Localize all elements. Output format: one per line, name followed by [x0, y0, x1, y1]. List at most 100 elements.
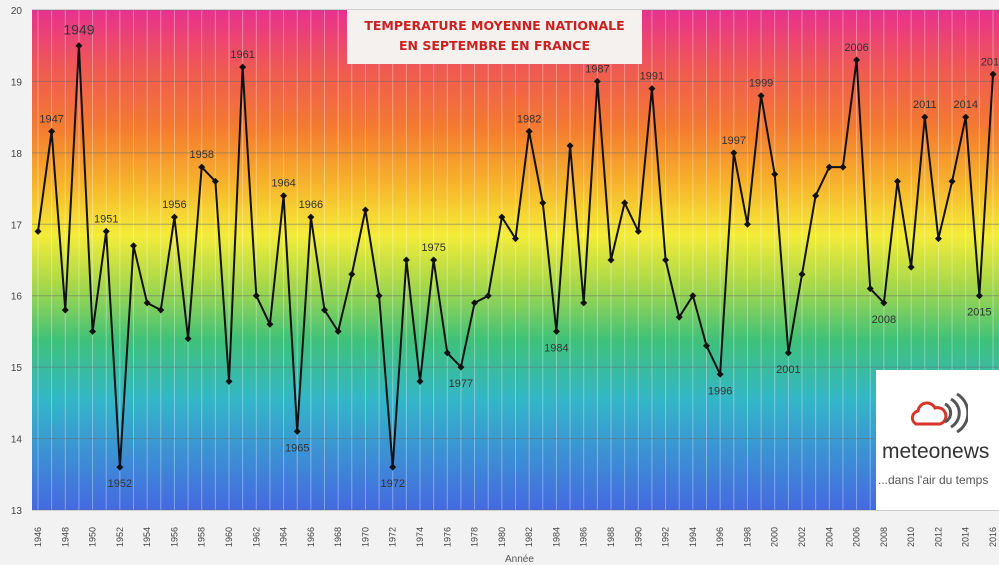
data-point: [716, 370, 724, 378]
horizontal-gridlines: [32, 9, 999, 511]
chart-title: TEMPERATURE MOYENNE NATIONALE EN SEPTEMB…: [347, 10, 642, 64]
x-tick-label: 1978: [470, 527, 480, 547]
year-annotation: 1947: [39, 113, 63, 125]
data-point: [130, 242, 137, 250]
data-point: [266, 320, 274, 328]
data-point: [525, 127, 533, 135]
year-annotation: 1977: [449, 378, 473, 390]
data-point: [334, 327, 342, 335]
year-annotation: 1975: [421, 242, 445, 254]
year-annotation: 1951: [94, 213, 118, 225]
x-tick-label: 1974: [415, 527, 425, 547]
x-tick-label: 2010: [906, 527, 916, 547]
y-tick-label: 17: [11, 220, 23, 231]
y-axis-ticks: 13 14 15 16 17 18 19 20: [11, 6, 23, 517]
y-tick-label: 15: [11, 363, 23, 374]
x-tick-label: 1970: [360, 527, 370, 547]
year-annotation: 2015: [967, 307, 991, 319]
x-tick-label: 2004: [824, 527, 834, 547]
data-point: [184, 335, 192, 343]
data-point: [402, 256, 410, 264]
data-point: [280, 192, 288, 200]
x-tick-label: 1988: [606, 527, 616, 547]
data-point: [689, 292, 697, 300]
year-annotation: 1991: [640, 71, 664, 83]
data-point: [825, 163, 833, 171]
x-tick-label: 2014: [961, 527, 971, 547]
x-axis-label: Année: [505, 554, 534, 565]
y-tick-label: 14: [11, 435, 23, 446]
data-point: [61, 306, 69, 314]
x-tick-label: 1958: [197, 527, 207, 547]
data-point: [102, 227, 110, 235]
data-point: [907, 263, 915, 271]
data-point: [361, 206, 369, 214]
data-point: [512, 235, 519, 243]
data-point: [580, 299, 588, 307]
x-tick-label: 2008: [879, 527, 889, 547]
year-annotation: 2006: [844, 42, 868, 54]
logo-tagline: ...dans l'air du temps: [878, 473, 989, 487]
data-point: [211, 177, 219, 185]
data-point: [621, 199, 629, 207]
data-point: [853, 56, 861, 64]
meteonews-logo: meteonews ...dans l'air du temps: [876, 370, 999, 510]
x-tick-label: 1994: [688, 527, 698, 547]
x-tick-label: 1962: [251, 527, 261, 547]
data-point: [293, 427, 301, 435]
data-point: [784, 349, 792, 357]
year-annotation: 1956: [162, 199, 186, 211]
data-point: [675, 313, 683, 321]
data-point: [648, 85, 656, 93]
x-tick-label: 1952: [115, 527, 125, 547]
x-tick-label: 1950: [88, 527, 98, 547]
x-tick-label: 1980: [497, 527, 507, 547]
data-point: [880, 299, 888, 307]
x-tick-label: 1984: [551, 527, 561, 547]
x-tick-label: 2006: [852, 527, 862, 547]
data-points: [34, 42, 997, 471]
data-point: [170, 213, 178, 221]
data-point: [757, 92, 765, 100]
year-annotation: 2001: [776, 364, 800, 376]
x-tick-label: 1946: [33, 527, 43, 547]
year-annotation: 2011: [913, 99, 937, 111]
data-point: [839, 163, 847, 171]
cloud-signal-icon: [910, 392, 968, 434]
data-point: [252, 292, 260, 300]
data-point: [934, 235, 942, 243]
y-tick-label: 20: [11, 6, 23, 17]
data-point: [566, 142, 574, 150]
year-annotation: 1964: [271, 178, 295, 190]
data-point: [975, 292, 983, 300]
data-point: [321, 306, 328, 314]
x-tick-label: 1964: [279, 527, 289, 547]
data-point: [730, 149, 738, 157]
year-annotation: 1965: [285, 442, 309, 454]
data-point: [375, 292, 383, 300]
data-point: [484, 292, 492, 300]
year-annotation: 1982: [517, 113, 541, 125]
data-point: [471, 299, 479, 307]
y-tick-label: 18: [11, 149, 23, 160]
year-annotation: 1996: [708, 385, 732, 397]
x-tick-label: 1972: [388, 527, 398, 547]
data-point: [389, 463, 397, 471]
data-point: [662, 256, 670, 264]
data-point: [894, 177, 901, 185]
year-annotation: 2014: [953, 99, 977, 111]
data-point: [348, 270, 356, 278]
x-tick-label: 1986: [579, 527, 589, 547]
chart-title-line-2: EN SEPTEMBRE EN FRANCE: [399, 38, 590, 53]
data-point: [962, 113, 970, 121]
x-tick-label: 1976: [442, 527, 452, 547]
data-point: [457, 363, 465, 371]
chart-title-line-1: TEMPERATURE MOYENNE NATIONALE: [364, 18, 625, 33]
data-point: [307, 213, 315, 221]
x-tick-label: 2016: [988, 527, 998, 547]
data-point: [198, 163, 206, 171]
data-point: [34, 227, 42, 235]
year-annotation: 1958: [189, 149, 213, 161]
data-point: [798, 270, 806, 278]
data-point: [430, 256, 438, 264]
